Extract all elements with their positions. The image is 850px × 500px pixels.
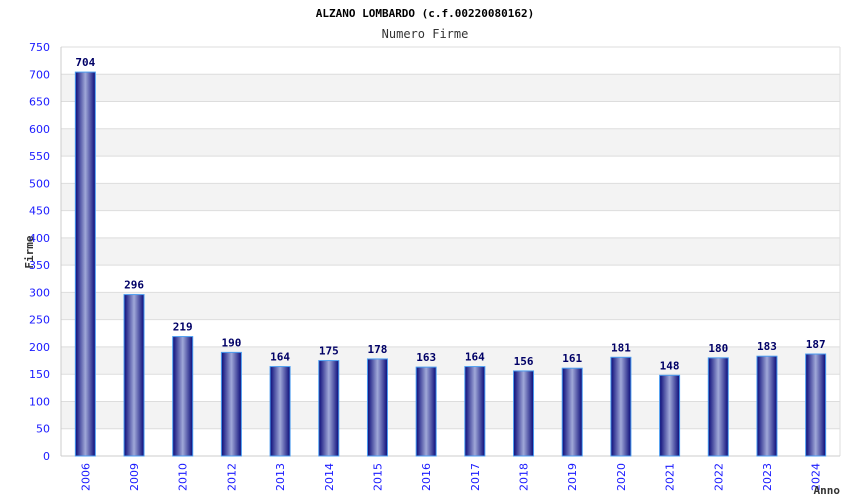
bar-2023 bbox=[756, 355, 778, 457]
bar-2015 bbox=[366, 358, 388, 457]
y-tick-label: 450 bbox=[29, 205, 50, 218]
y-tick-label: 650 bbox=[29, 96, 50, 109]
chart-subtitle: Numero Firme bbox=[382, 27, 469, 41]
data-label: 187 bbox=[806, 338, 826, 351]
grid-bands bbox=[61, 74, 840, 429]
grid-band bbox=[61, 74, 840, 102]
data-label: 164 bbox=[465, 351, 485, 364]
bar-2020 bbox=[610, 356, 632, 457]
grid-band bbox=[61, 292, 840, 320]
y-tick-label: 150 bbox=[29, 368, 50, 381]
x-tick-label: 2017 bbox=[469, 463, 482, 491]
bar-2006 bbox=[74, 71, 96, 457]
data-label: 183 bbox=[757, 340, 777, 353]
y-tick-label: 350 bbox=[29, 259, 50, 272]
x-tick-label: 2021 bbox=[664, 463, 677, 491]
y-tick-label: 400 bbox=[29, 232, 50, 245]
data-label: 704 bbox=[75, 56, 95, 69]
data-label: 164 bbox=[270, 351, 290, 364]
data-label: 219 bbox=[173, 321, 193, 334]
bar-2019 bbox=[561, 367, 583, 457]
bar-2009 bbox=[123, 294, 145, 457]
x-tick-label: 2013 bbox=[274, 463, 287, 491]
x-tick-label: 2014 bbox=[323, 463, 336, 491]
data-label: 296 bbox=[124, 279, 144, 292]
bar-2021 bbox=[659, 374, 681, 457]
y-tick-label: 550 bbox=[29, 150, 50, 163]
x-tick-label: 2012 bbox=[225, 463, 238, 491]
y-axis-label: Firme bbox=[23, 235, 36, 268]
bar-2010 bbox=[172, 336, 194, 457]
data-label: 178 bbox=[368, 343, 388, 356]
y-tick-label: 600 bbox=[29, 123, 50, 136]
grid-band bbox=[61, 128, 840, 157]
data-label: 180 bbox=[708, 342, 728, 355]
y-axis-ticks: 0 50 100 150 200 250 300 350 400 450 500 550 600 650 7… bbox=[29, 41, 50, 463]
bar-2014 bbox=[318, 360, 340, 457]
y-tick-label: 0 bbox=[43, 450, 50, 463]
x-tick-label: 2022 bbox=[712, 463, 725, 491]
bars: 704 296 219 190 164 175 178 163 164 156 161 181 148 1… bbox=[74, 56, 827, 457]
y-tick-label: 200 bbox=[29, 341, 50, 354]
data-label: 156 bbox=[514, 355, 534, 368]
bar-2012 bbox=[220, 351, 242, 457]
x-tick-label: 2024 bbox=[810, 463, 823, 491]
grid-band bbox=[61, 237, 840, 266]
data-label: 148 bbox=[660, 359, 680, 372]
chart-title: ALZANO LOMBARDO (c.f.00220080162) bbox=[316, 7, 535, 20]
x-tick-label: 2006 bbox=[79, 463, 92, 491]
x-tick-label: 2009 bbox=[128, 463, 141, 491]
x-tick-label: 2020 bbox=[615, 463, 628, 491]
y-tick-label: 500 bbox=[29, 177, 50, 190]
bar-2016 bbox=[415, 366, 437, 457]
x-tick-label: 2010 bbox=[177, 463, 190, 491]
y-tick-label: 300 bbox=[29, 286, 50, 299]
y-tick-label: 700 bbox=[29, 68, 50, 81]
bar-2024 bbox=[805, 353, 827, 457]
x-axis-ticks: 2006 2009 2010 2012 2013 2014 2015 2016 2017 2018… bbox=[79, 463, 822, 491]
bar-2018 bbox=[513, 370, 535, 457]
x-tick-label: 2018 bbox=[518, 463, 531, 491]
bar-2017 bbox=[464, 366, 486, 457]
x-tick-label: 2015 bbox=[371, 463, 384, 491]
grid-band bbox=[61, 183, 840, 211]
data-label: 161 bbox=[562, 352, 582, 365]
data-label: 181 bbox=[611, 341, 631, 354]
x-tick-label: 2023 bbox=[761, 463, 774, 491]
bar-2022 bbox=[707, 357, 729, 457]
x-tick-label: 2016 bbox=[420, 463, 433, 491]
x-axis-label: Anno bbox=[814, 484, 841, 497]
y-tick-label: 100 bbox=[29, 395, 50, 408]
bar-2013 bbox=[269, 366, 291, 457]
data-label: 163 bbox=[416, 351, 436, 364]
data-label: 190 bbox=[221, 336, 241, 349]
y-tick-label: 750 bbox=[29, 41, 50, 54]
data-label: 175 bbox=[319, 345, 339, 358]
x-tick-label: 2019 bbox=[566, 463, 579, 491]
y-tick-label: 50 bbox=[36, 423, 50, 436]
y-tick-label: 250 bbox=[29, 314, 50, 327]
